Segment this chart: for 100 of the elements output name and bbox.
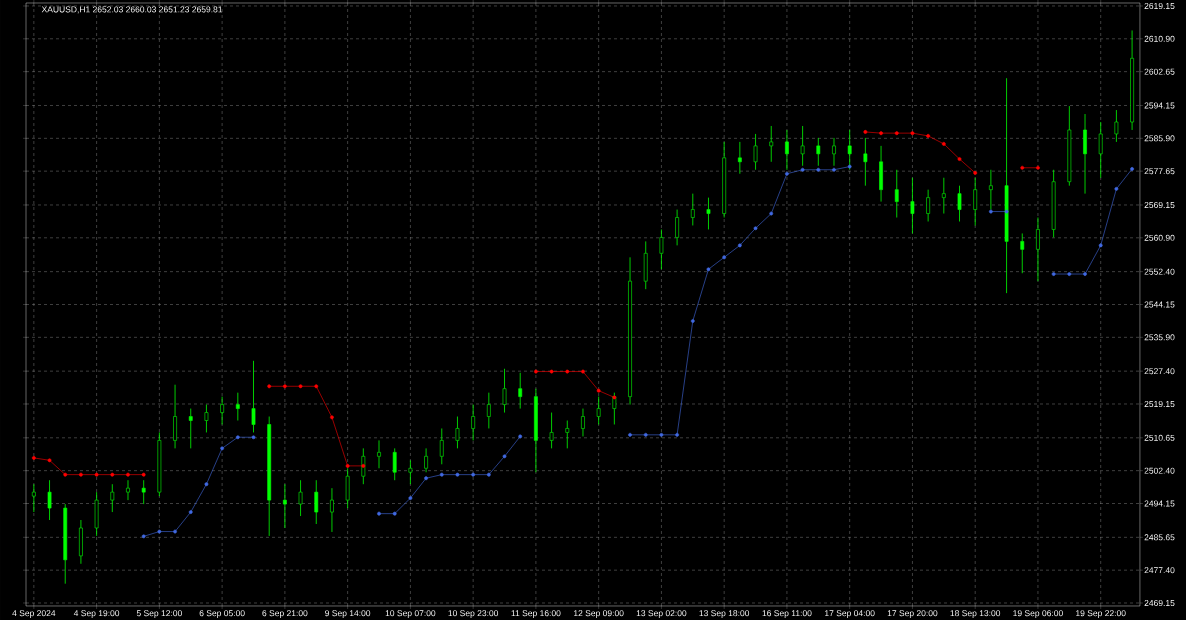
candlestick [1036, 217, 1040, 282]
y-tick-label: 2544.15 [1144, 301, 1175, 308]
point [267, 384, 272, 389]
candlestick [345, 467, 350, 509]
point [1051, 272, 1056, 276]
point [879, 131, 883, 136]
candlestick [894, 169, 899, 218]
point [424, 476, 428, 481]
candlestick [832, 137, 836, 167]
candlestick [471, 404, 476, 441]
candlestick [424, 447, 428, 473]
point [251, 435, 256, 440]
point [941, 141, 946, 146]
y-tick-label: 2577.65 [1144, 168, 1175, 175]
point [769, 211, 774, 216]
point [910, 131, 915, 136]
point [816, 167, 821, 172]
candlestick [267, 416, 272, 537]
point [439, 472, 444, 477]
candlestick [1051, 169, 1056, 238]
candlestick [690, 193, 695, 226]
point [659, 432, 664, 437]
candlestick [816, 137, 821, 167]
y-tick-label: 2569.15 [1144, 201, 1175, 208]
point [1067, 272, 1072, 276]
candlestick [63, 503, 68, 585]
point [1004, 209, 1009, 214]
point [894, 131, 899, 136]
x-tick-label: 6 Sep 05:00 [199, 610, 245, 618]
candlestick [110, 483, 115, 513]
point [455, 472, 460, 477]
candlestick [1098, 121, 1103, 179]
y-tick-label: 2619.15 [1144, 2, 1175, 9]
point [298, 384, 303, 389]
y-tick-label: 2594.15 [1144, 102, 1175, 109]
x-tick-label: 13 Sep 18:00 [699, 610, 750, 618]
candlestick [141, 479, 146, 505]
candlestick [957, 185, 962, 222]
point [988, 209, 993, 214]
point [471, 472, 476, 477]
candlestick [439, 428, 444, 465]
candlestick [204, 404, 209, 433]
candlestick [910, 177, 915, 234]
candlestick [31, 483, 36, 513]
candlestick [737, 141, 742, 175]
candlestick [800, 125, 805, 167]
point [204, 482, 209, 487]
candlestick [753, 133, 758, 171]
point [220, 446, 225, 451]
point [31, 456, 36, 460]
candlestick [408, 459, 413, 485]
candlestick [863, 137, 868, 187]
candlestick [314, 479, 319, 525]
candlestick [1114, 109, 1119, 143]
point [63, 472, 68, 477]
candlestick [549, 412, 554, 449]
candlestick [785, 129, 789, 171]
candlestick [675, 209, 679, 246]
point [502, 454, 507, 459]
point [141, 534, 146, 539]
x-tick-label: 10 Sep 23:00 [448, 610, 499, 618]
x-tick-label: 13 Sep 02:00 [636, 610, 687, 618]
x-tick-label: 4 Sep 19:00 [73, 610, 120, 618]
candlestick [79, 519, 83, 565]
candlestick [628, 256, 632, 405]
candlestick [235, 392, 240, 421]
candlestick [1083, 113, 1087, 195]
point [737, 243, 742, 248]
candlestick [659, 229, 664, 270]
candlestick [926, 189, 930, 222]
candlestick [486, 392, 491, 429]
candlestick [47, 479, 52, 521]
point [518, 434, 523, 439]
point [282, 384, 287, 389]
point [141, 472, 146, 477]
candlestick [1020, 233, 1025, 274]
candlestick [643, 241, 648, 290]
point [1098, 243, 1103, 248]
point [706, 267, 711, 272]
x-tick-label: 17 Sep 20:00 [887, 610, 938, 618]
point [581, 369, 585, 374]
y-tick-label: 2469.15 [1144, 600, 1175, 606]
point [785, 171, 789, 176]
point [596, 388, 601, 393]
y-tick-label: 2585.90 [1144, 135, 1175, 142]
candlestick [722, 141, 727, 218]
candlestick [330, 487, 334, 533]
point [534, 369, 538, 374]
y-tick-label: 2552.40 [1144, 268, 1175, 275]
point [1130, 167, 1134, 171]
y-tick-label: 2527.40 [1144, 368, 1175, 375]
point [847, 164, 852, 169]
x-tick-label: 5 Sep 12:00 [136, 610, 182, 618]
y-tick-label: 2485.65 [1144, 534, 1175, 541]
point [345, 463, 350, 468]
point [800, 167, 805, 172]
candlestick [518, 372, 523, 409]
candlestick [157, 432, 162, 497]
y-tick-label: 2510.65 [1144, 434, 1175, 441]
x-tick-label: 11 Sep 16:00 [511, 610, 561, 618]
